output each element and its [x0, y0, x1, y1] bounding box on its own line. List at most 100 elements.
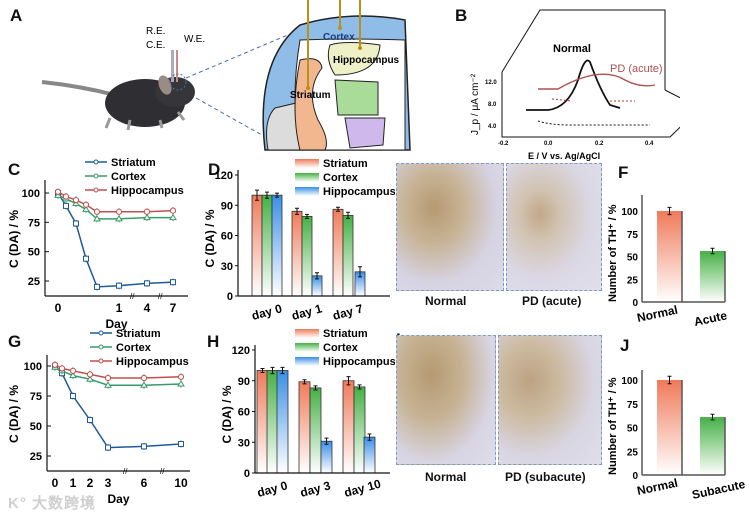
error-bar: [336, 206, 340, 212]
data-point: [69, 371, 77, 379]
y-tick-label: 25: [30, 451, 42, 463]
y-tick-label: 90: [238, 376, 250, 388]
bar-acute: [700, 251, 725, 302]
normal-curve: [526, 59, 621, 111]
legend-label: Cortex: [116, 342, 152, 354]
y-tick-label: 25: [28, 276, 40, 288]
b-xtick-3: 0.4: [645, 141, 654, 147]
data-point: [177, 373, 185, 380]
data-point: [72, 196, 80, 204]
b-3d-box: [501, 9, 680, 138]
micrograph-pd-subacute: [498, 335, 602, 465]
data-point: [62, 193, 70, 200]
legend-marker: [93, 159, 99, 165]
x-category-label: day 10: [343, 477, 383, 500]
data-point: [116, 282, 122, 289]
data-point: [141, 443, 147, 450]
normal-label: Normal: [553, 43, 591, 55]
error-bar: [710, 247, 715, 255]
x-tick-label: 4: [144, 301, 151, 315]
bar-striatum: [291, 210, 303, 297]
pd-baseline: [551, 98, 635, 102]
legend-label: Hippocampus: [323, 186, 395, 198]
y-tick-label: 100: [24, 361, 42, 373]
data-point: [51, 361, 59, 368]
panel-a-illustration: R.E. C.E. W.E. Cortex Hippocampus Striat…: [41, 0, 411, 151]
y-tick-label: 75: [627, 400, 639, 411]
y-tick-label: 120: [232, 345, 250, 357]
error-bar: [302, 379, 307, 385]
panel-label-h: H: [207, 332, 220, 351]
region-cortex-label: Cortex: [323, 32, 355, 43]
y-tick-label: 30: [238, 437, 250, 449]
error-bar: [346, 376, 351, 386]
x-category-label: day 1: [290, 301, 324, 323]
zoom-line-top: [185, 33, 291, 79]
legend-label: Hippocampus: [323, 356, 395, 368]
legend-marker: [93, 187, 99, 193]
y-axis-label: C (DA) / %: [220, 385, 234, 443]
data-point: [115, 214, 123, 222]
bar-cortex: [266, 370, 279, 474]
chart-c-line: // // 25 50 75 100 0 1 4 7 Day C (DA) / % Striatum Co…: [7, 157, 188, 330]
bar-normal: [657, 380, 682, 475]
data-point: [93, 208, 101, 215]
error-bar: [280, 366, 285, 375]
b-xtick-1: 0.0: [544, 141, 553, 147]
y-tick-label: 0: [632, 471, 638, 482]
data-point: [69, 367, 77, 374]
y-tick-label: 0: [244, 468, 250, 480]
brain-section-diagram: [262, 0, 411, 151]
b-ylabel: J_p / μA cm⁻²: [470, 73, 481, 135]
data-point: [70, 393, 76, 399]
x-tick-label: 10: [174, 476, 188, 490]
panel-label-d: D: [208, 160, 221, 179]
error-bar: [367, 433, 372, 441]
bar-striatum: [256, 370, 269, 474]
x-tick-label: 3: [105, 476, 112, 490]
x-tick-label: 7: [170, 301, 177, 315]
re-label: R.E.: [146, 26, 165, 37]
y-tick-label: 90: [221, 200, 233, 212]
panel-label-b: B: [455, 6, 468, 25]
axis-break-mark: //: [130, 292, 135, 301]
x-tick-label: 1: [116, 301, 123, 315]
bar-cortex: [342, 214, 354, 297]
data-point: [169, 213, 177, 221]
legend-swatch: [295, 357, 319, 366]
y-tick-label: 30: [221, 261, 233, 273]
chart-d-bar: Striatum Cortex Hippocampus 0 30 60 90 120 day 0…: [203, 158, 395, 323]
data-point: [169, 207, 177, 214]
data-point: [143, 213, 151, 221]
y-axis-label: Number of TH⁺ / %: [607, 377, 619, 475]
data-point: [177, 380, 185, 387]
bar-striatum: [298, 381, 311, 474]
data-point: [144, 280, 150, 287]
legend-swatch: [295, 343, 319, 352]
y-tick-label: 50: [627, 424, 639, 435]
panel-label-f: F: [618, 163, 629, 182]
legend-label: Hippocampus: [111, 185, 184, 197]
legend-label: Hippocampus: [116, 356, 189, 368]
error-bar: [358, 266, 362, 278]
bar-normal: [657, 211, 682, 302]
we-label: W.E.: [184, 34, 205, 45]
bar-hippocampus: [320, 440, 333, 474]
b-ytick-2: 12.0: [485, 80, 497, 86]
y-tick-label: 75: [30, 391, 42, 403]
chart-h-bar: Striatum Cortex Hippocampus 0 30 60 90 120 day 0…: [220, 328, 395, 500]
legend-label: Cortex: [323, 172, 359, 184]
y-tick-label: 50: [30, 421, 42, 433]
y-tick-label: 0: [227, 291, 233, 303]
data-point: [94, 283, 100, 290]
watermark: K° 大数跨境: [8, 495, 96, 512]
panel-label-j: J: [620, 336, 630, 355]
micrograph-label-normal: Normal: [425, 294, 467, 308]
bar-hippocampus: [271, 194, 283, 297]
legend-label: Striatum: [323, 328, 368, 340]
x-category-label: day 0: [250, 301, 284, 323]
x-category-label: Normal: [636, 476, 679, 498]
panel-b-voltammogram: Normal PD (acute) 4.0 8.0 12.0 -0.2 0.0 …: [470, 9, 680, 161]
legend-swatch: [295, 329, 319, 338]
legend-swatch: [295, 187, 319, 196]
